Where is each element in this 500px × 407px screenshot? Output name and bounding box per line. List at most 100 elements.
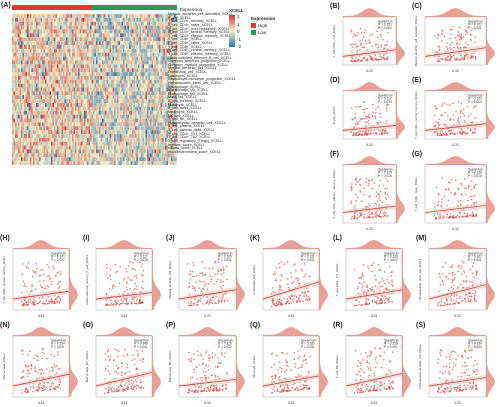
- heatmap-cell: [21, 137, 23, 142]
- heatmap-cell: [76, 14, 79, 18]
- heatmap-cell: [141, 68, 143, 73]
- heatmap-cell: [99, 79, 101, 84]
- heatmap-cell: [30, 126, 32, 131]
- heatmap-cell: [33, 41, 35, 46]
- heatmap-cell: [76, 141, 79, 146]
- heatmap-cell: [91, 33, 94, 38]
- heatmap-cell: [27, 141, 29, 146]
- heatmap-cell: [91, 29, 94, 34]
- heatmap-cell: [78, 83, 80, 88]
- heatmap-cell: [126, 83, 128, 88]
- heatmap-cell: [118, 137, 121, 142]
- heatmap-cell: [25, 145, 28, 150]
- heatmap-cell: [12, 14, 14, 18]
- heatmap-cell: [163, 75, 166, 80]
- heatmap-cell: [151, 56, 154, 61]
- heatmap-cell: [27, 106, 29, 111]
- heatmap-cell: [52, 83, 55, 88]
- heatmap-cell: [85, 83, 88, 88]
- heatmap-cell: [49, 25, 52, 30]
- heatmap-cell: [144, 29, 146, 34]
- heatmap-cell: [103, 122, 106, 127]
- heatmap-cell: [40, 145, 43, 150]
- heatmap-cell: [15, 75, 17, 80]
- heatmap-cell: [43, 25, 46, 30]
- heatmap-cell: [33, 99, 35, 104]
- heatmap-cell: [105, 161, 107, 165]
- heatmap-cell: [105, 29, 107, 34]
- heatmap-cell: [51, 37, 53, 42]
- heatmap-cell: [141, 145, 143, 150]
- heatmap-cell: [55, 21, 58, 26]
- heatmap-cell: [138, 41, 140, 46]
- data-point: [367, 119, 370, 122]
- heatmap-cell: [73, 17, 76, 22]
- heatmap-cell: [171, 21, 173, 26]
- heatmap-cell: [40, 44, 43, 49]
- heatmap-cell: [133, 37, 136, 42]
- heatmap-cell: [157, 60, 160, 65]
- heatmap-cell: [163, 68, 166, 73]
- heatmap-cell: [169, 145, 172, 150]
- heatmap-cell: [127, 149, 130, 154]
- heatmap-cell: [148, 37, 151, 42]
- heatmap-cell: [22, 56, 25, 61]
- heatmap-cell: [90, 91, 92, 96]
- heatmap-cell: [169, 137, 172, 142]
- heatmap-cell: [148, 122, 151, 127]
- heatmap-cell: [121, 25, 124, 30]
- heatmap-cell: [31, 157, 34, 162]
- heatmap-cell: [165, 17, 167, 22]
- heatmap-cell: [174, 161, 176, 165]
- heatmap-cell: [151, 118, 154, 123]
- heatmap-cell: [144, 87, 146, 92]
- heatmap-cell: [154, 122, 157, 127]
- heatmap-cell: [51, 103, 53, 107]
- heatmap-cell: [43, 126, 46, 131]
- heatmap-cell: [15, 99, 17, 104]
- heatmap-cell: [142, 14, 145, 18]
- heatmap-cell: [61, 56, 64, 61]
- heatmap-cell: [18, 161, 20, 165]
- heatmap-cell: [139, 48, 142, 53]
- heatmap-cell: [138, 52, 140, 57]
- heatmap-cell: [49, 79, 52, 84]
- heatmap-cell: [66, 68, 68, 73]
- heatmap-cell: [165, 134, 167, 138]
- heatmap-cell: [124, 114, 127, 119]
- heatmap-row-label: Macrophage_M2_XCELL: [168, 91, 209, 96]
- heatmap-cell: [109, 145, 112, 150]
- heatmap-cell: [36, 141, 38, 146]
- heatmap-cell: [21, 17, 23, 22]
- heatmap-cell: [103, 25, 106, 30]
- heatmap-cell: [112, 91, 115, 96]
- heatmap-cell: [145, 72, 148, 76]
- heatmap-cell: [34, 153, 37, 158]
- heatmap-cell: [112, 68, 115, 73]
- heatmap-cell: [49, 153, 52, 158]
- heatmap-cell: [39, 118, 41, 123]
- heatmap-cell: [115, 83, 118, 88]
- heatmap-cell: [54, 103, 56, 107]
- heatmap-cell: [147, 79, 149, 84]
- heatmap-cell: [126, 17, 128, 22]
- heatmap-cell: [16, 122, 19, 127]
- heatmap-cell: [127, 60, 130, 65]
- heatmap-cell: [171, 122, 173, 127]
- heatmap-cell: [106, 52, 109, 57]
- heatmap-cell: [91, 149, 94, 154]
- heatmap-cell: [51, 99, 53, 104]
- heatmap-cell: [105, 75, 107, 80]
- heatmap-cell: [108, 130, 110, 135]
- heatmap-cell: [72, 60, 74, 65]
- heatmap-cell: [19, 106, 22, 111]
- heatmap-cell: [46, 91, 49, 96]
- heatmap-cell: [102, 48, 104, 53]
- heatmap-cell: [27, 87, 29, 92]
- heatmap-cell: [163, 29, 166, 34]
- heatmap-cell: [57, 68, 59, 73]
- heatmap-cell: [93, 114, 95, 119]
- panel-label-e: (E): [412, 77, 422, 84]
- heatmap-cell: [175, 130, 177, 135]
- heatmap-cell: [18, 134, 20, 138]
